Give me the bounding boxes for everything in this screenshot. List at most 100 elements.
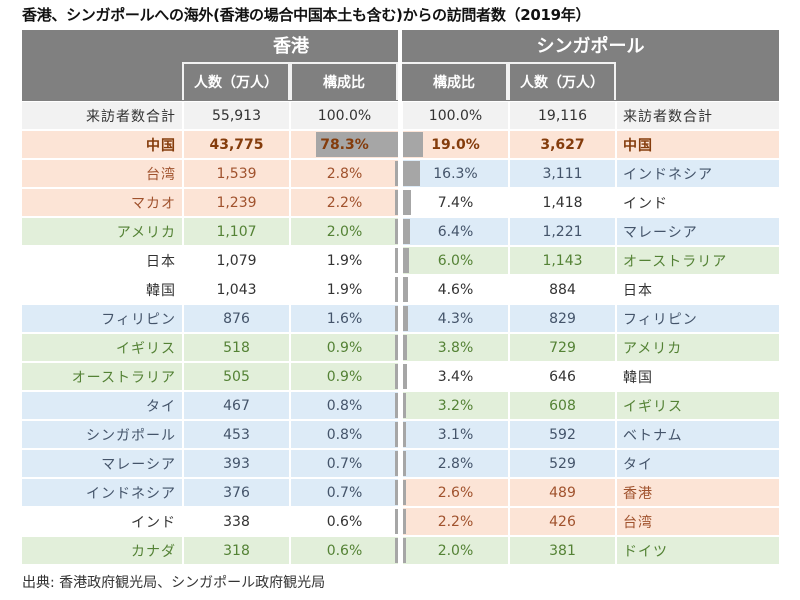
hk-ratio-bar [395, 509, 398, 534]
sg-visitor-count: 646 [549, 368, 576, 385]
table-row: 日本 1,079 1.9% 6.0% 1,143 オーストラリア [22, 247, 779, 274]
ratio-text: 2.6% [437, 484, 474, 501]
hk-ratio: 0.6% [291, 537, 398, 564]
hk-country-label: イギリス [22, 334, 182, 361]
ratio-text: 2.0% [326, 223, 363, 240]
hk-visitor-count: 876 [184, 305, 289, 332]
ratio-text: 0.6% [326, 542, 363, 559]
sg-visitor-count: 3,111 [510, 160, 615, 187]
sg-country-label: マレーシア [617, 218, 779, 245]
hk-country-label: マレーシア [22, 450, 182, 477]
ratio-text: 78.3% [320, 136, 369, 153]
sg-visitor-count: 529 [510, 450, 615, 477]
hk-country-label: シンガポール [22, 421, 182, 448]
sg-header-title: シンガポール [402, 30, 779, 60]
hk-ratio: 0.8% [291, 392, 398, 419]
hk-country-label: カナダ [22, 537, 182, 564]
hk-visitor-count: 1,239 [184, 189, 289, 216]
sg-visitor-count: 489 [510, 479, 615, 506]
sg-ratio-bar [403, 161, 421, 186]
sg-ratio: 2.6% [403, 479, 508, 506]
hk-ratio: 0.7% [291, 479, 398, 506]
source-note: 出典: 香港政府観光局、シンガポール政府観光局 [22, 575, 326, 591]
table-row: マカオ 1,239 2.2% 7.4% 1,418 インド [22, 189, 779, 216]
table-row: インドネシア 376 0.7% 2.6% 489 香港 [22, 479, 779, 506]
total-row: 来訪者数合計 55,913 100.0% 100.0% 19,116 来訪者数合計 [22, 102, 779, 129]
hk-ratio: 0.6% [291, 508, 398, 535]
hk-ratio-bar [395, 480, 398, 505]
hk-visitor-count: 1,079 [216, 252, 257, 269]
hk-ratio: 1.9% [291, 247, 398, 274]
ratio-text: 1.9% [326, 281, 363, 298]
hk-visitor-count: 43,775 [184, 131, 289, 158]
table-row: タイ 467 0.8% 3.2% 608 イギリス [22, 392, 779, 419]
sg-country-label: フィリピン [617, 305, 779, 332]
page-title: 香港、シンガポールへの海外(香港の場合中国本土も含む)からの訪問者数（2019年… [22, 6, 591, 24]
ratio-text: 0.9% [326, 339, 363, 356]
hk-visitor-count: 1,539 [184, 160, 289, 187]
sg-ratio-bar [403, 132, 423, 157]
sg-country-label: オーストラリア [617, 247, 779, 274]
ratio-text: 2.8% [326, 165, 363, 182]
table-row: アメリカ 1,107 2.0% 6.4% 1,221 マレーシア [22, 218, 779, 245]
ratio-text: 2.8% [437, 455, 474, 472]
ratio-text: 0.8% [326, 397, 363, 414]
table-row: 台湾 1,539 2.8% 16.3% 3,111 インドネシア [22, 160, 779, 187]
hk-ratio-bar [395, 161, 398, 186]
ratio-text: 6.0% [437, 252, 474, 269]
sg-country-label: 日本 [623, 282, 653, 299]
sg-visitor-count: 1,143 [510, 247, 615, 274]
ratio-text: 4.3% [437, 310, 474, 327]
sg-ratio-header: 構成比 [400, 62, 508, 100]
hk-country-label: フィリピン [22, 305, 182, 332]
hk-ratio-bar [395, 364, 398, 389]
ratio-text: 19.0% [431, 136, 480, 153]
hk-visitor-count: 505 [184, 363, 289, 390]
ratio-text: 0.6% [326, 513, 363, 530]
hk-ratio-bar [315, 132, 398, 157]
ratio-text: 16.3% [433, 165, 478, 182]
hk-ratio: 2.2% [291, 189, 398, 216]
sg-ratio: 3.1% [403, 421, 508, 448]
ratio-text: 0.8% [326, 426, 363, 443]
table-row: オーストラリア 505 0.9% 3.4% 646 韓国 [22, 363, 779, 390]
sg-ratio: 4.3% [403, 305, 508, 332]
sg-ratio-bar [403, 190, 411, 215]
table-row: カナダ 318 0.6% 2.0% 381 ドイツ [22, 537, 779, 564]
hk-ratio: 0.9% [291, 363, 398, 390]
hk-ratio-bar [395, 219, 398, 244]
hk-ratio-bar [395, 393, 398, 418]
table-row: マレーシア 393 0.7% 2.8% 529 タイ [22, 450, 779, 477]
sg-visitor-count: 19,116 [510, 102, 615, 129]
hk-visitor-count: 318 [184, 537, 289, 564]
hk-country-label: タイ [22, 392, 182, 419]
sg-ratio: 2.2% [403, 508, 508, 535]
hk-visitor-count: 1,043 [216, 281, 257, 298]
ratio-text: 6.4% [437, 223, 474, 240]
ratio-text: 0.7% [326, 455, 363, 472]
hk-visitor-count: 55,913 [184, 102, 289, 129]
ratio-text: 2.2% [326, 194, 363, 211]
ratio-text: 0.7% [326, 484, 363, 501]
sg-ratio-bar [403, 480, 406, 505]
hk-ratio-bar [395, 277, 398, 302]
sg-ratio-bar [403, 248, 410, 273]
hk-country-label: アメリカ [22, 218, 182, 245]
hk-country-label: 中国 [22, 131, 182, 158]
hk-country-label: 韓国 [146, 282, 176, 299]
hk-country-label: マカオ [22, 189, 182, 216]
sg-ratio-bar [403, 335, 407, 360]
ratio-text: 4.6% [437, 281, 474, 298]
hk-ratio: 0.9% [291, 334, 398, 361]
hk-visitor-count: 393 [184, 450, 289, 477]
sg-country-label: 韓国 [623, 369, 653, 386]
sg-ratio-bar [403, 219, 410, 244]
hk-ratio-bar [395, 451, 398, 476]
sg-visitor-count: 1,418 [542, 194, 583, 211]
sg-country-label: 香港 [617, 479, 779, 506]
hk-visitor-count: 518 [184, 334, 289, 361]
sg-ratio: 4.6% [403, 276, 508, 303]
sg-visitor-count: 608 [510, 392, 615, 419]
hk-visitor-count: 467 [184, 392, 289, 419]
sg-country-label: アメリカ [617, 334, 779, 361]
